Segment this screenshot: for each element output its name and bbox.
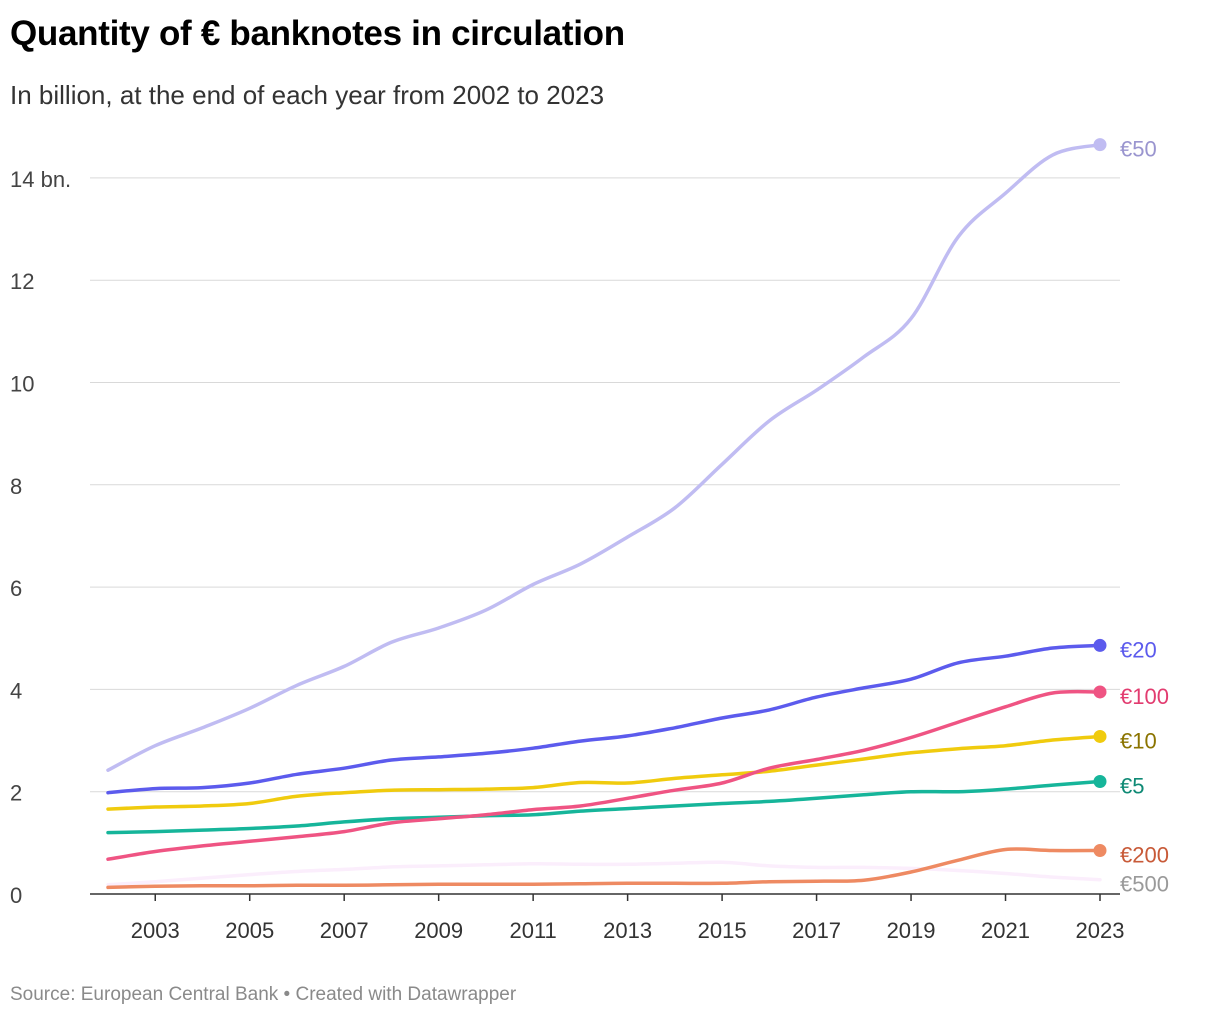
end-marker-eur100 (1093, 685, 1107, 699)
series-label-eur50: €50 (1120, 137, 1157, 162)
x-tick-label: 2019 (887, 918, 936, 943)
y-axis-ticks: 0 2 4 6 8 10 12 14 bn. (10, 167, 71, 908)
chart-subtitle: In billion, at the end of each year from… (10, 80, 605, 110)
series-line-eur5 (106, 779, 1102, 835)
x-tick-label: 2009 (414, 918, 463, 943)
y-tick-label: 8 (10, 474, 22, 499)
series-label-eur500: €500 (1120, 872, 1169, 897)
x-axis-ticks: 2003 2005 2007 2009 2011 2013 2015 2017 2019 2021… (131, 894, 1125, 943)
x-tick-label: 2023 (1076, 918, 1125, 943)
series-line-eur500 (106, 860, 1102, 887)
x-tick-label: 2011 (509, 918, 556, 943)
series-label-eur100: €100 (1120, 684, 1169, 709)
source-note: Source: European Central Bank • Created … (10, 984, 517, 1005)
series-label-eur10: €10 (1120, 728, 1157, 753)
end-marker-eur200 (1093, 844, 1107, 858)
x-tick-label: 2015 (698, 918, 747, 943)
y-tick-label: 6 (10, 576, 22, 601)
end-marker-eur20 (1093, 638, 1107, 652)
gridlines (90, 177, 1120, 895)
series-label-eur20: €20 (1120, 637, 1157, 662)
chart-title: Quantity of € banknotes in circulation (10, 14, 625, 53)
x-tick-label: 2007 (320, 918, 369, 943)
series-label-eur5: €5 (1120, 773, 1144, 798)
y-tick-label: 14 bn. (10, 167, 71, 192)
end-marker-eur50 (1093, 138, 1107, 152)
x-tick-label: 2013 (603, 918, 652, 943)
y-tick-label: 0 (10, 883, 22, 908)
x-tick-label: 2021 (981, 918, 1030, 943)
series-line-eur50 (106, 142, 1102, 772)
series-line-eur10 (106, 734, 1102, 811)
end-marker-eur10 (1093, 729, 1107, 743)
series-lines (106, 142, 1102, 890)
x-tick-label: 2003 (131, 918, 180, 943)
y-tick-label: 12 (10, 269, 34, 294)
y-tick-label: 2 (10, 781, 22, 806)
series-line-eur100 (106, 689, 1102, 861)
line-chart: 0 2 4 6 8 10 12 14 bn. 2003 2005 2007 2009 2011 2013… (10, 137, 1169, 943)
series-line-eur20 (106, 643, 1102, 795)
x-tick-label: 2005 (225, 918, 274, 943)
series-label-eur200: €200 (1120, 843, 1169, 868)
end-marker-eur5 (1093, 774, 1107, 788)
series-labels: €500 €200 €5 €10 €100 €20 €50 (1120, 137, 1169, 897)
x-tick-label: 2017 (792, 918, 841, 943)
y-tick-label: 10 (10, 372, 34, 397)
series-end-markers (1093, 138, 1107, 858)
series-line-eur200 (106, 847, 1102, 890)
y-tick-label: 4 (10, 678, 22, 703)
